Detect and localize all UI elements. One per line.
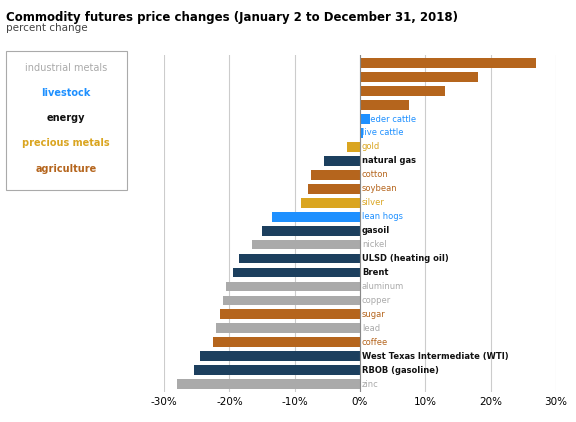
Bar: [360, 86, 445, 96]
Bar: [360, 114, 370, 124]
Text: energy: energy: [47, 113, 85, 123]
Text: natural gas: natural gas: [362, 157, 416, 165]
Bar: [324, 156, 360, 166]
Bar: [177, 379, 360, 389]
Text: Commodity futures price changes (January 2 to December 31, 2018): Commodity futures price changes (January…: [6, 11, 458, 24]
Text: agriculture: agriculture: [36, 164, 97, 174]
Text: zinc: zinc: [362, 380, 378, 389]
Text: RBOB (gasoline): RBOB (gasoline): [362, 365, 439, 375]
Bar: [226, 281, 360, 291]
Bar: [252, 240, 360, 249]
Text: industrial metals: industrial metals: [25, 62, 107, 73]
Text: aluminum: aluminum: [362, 282, 404, 291]
Bar: [239, 254, 360, 263]
Text: live cattle: live cattle: [362, 128, 403, 138]
Text: sugar: sugar: [362, 310, 386, 319]
Bar: [219, 309, 360, 319]
Bar: [360, 100, 409, 110]
Text: Brent: Brent: [362, 268, 388, 277]
Text: soybean: soybean: [362, 184, 397, 193]
Text: corn: corn: [362, 100, 381, 110]
Bar: [262, 226, 360, 235]
Text: feeder cattle: feeder cattle: [362, 114, 416, 124]
Bar: [217, 323, 360, 333]
Text: coffee: coffee: [362, 338, 388, 347]
Bar: [360, 128, 363, 138]
Bar: [213, 337, 360, 347]
Text: precious metals: precious metals: [22, 138, 110, 149]
Bar: [347, 142, 360, 152]
Bar: [360, 72, 478, 82]
Bar: [272, 212, 360, 222]
Text: lead: lead: [362, 324, 380, 333]
Bar: [301, 198, 360, 208]
Text: Kansas wheat: Kansas wheat: [362, 87, 420, 96]
Text: nickel: nickel: [362, 240, 386, 249]
Text: lean hogs: lean hogs: [362, 212, 403, 221]
Text: West Texas Intermediate (WTI): West Texas Intermediate (WTI): [362, 352, 509, 361]
Text: copper: copper: [362, 296, 391, 305]
Text: gold: gold: [362, 143, 380, 151]
Bar: [194, 365, 360, 375]
Text: cotton: cotton: [362, 170, 389, 179]
Text: livestock: livestock: [41, 88, 91, 98]
Bar: [233, 268, 360, 277]
Text: Chicago wheat: Chicago wheat: [362, 73, 425, 82]
Bar: [311, 170, 360, 180]
Text: silver: silver: [362, 198, 385, 207]
Text: ULSD (heating oil): ULSD (heating oil): [362, 254, 449, 263]
Bar: [223, 295, 360, 305]
Text: gasoil: gasoil: [362, 226, 390, 235]
Bar: [360, 58, 536, 68]
Bar: [200, 351, 360, 361]
Bar: [308, 184, 360, 194]
Text: percent change: percent change: [6, 23, 88, 33]
Text: cocoa: cocoa: [362, 59, 386, 68]
